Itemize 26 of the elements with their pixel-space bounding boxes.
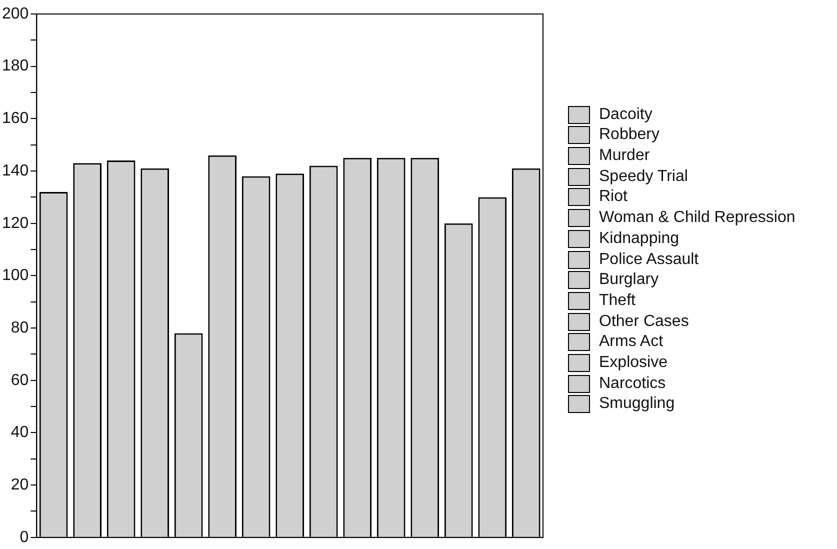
legend-label: Other Cases [599, 312, 689, 331]
legend-label: Speedy Trial [599, 168, 688, 186]
y-tick-label: 140 [2, 162, 29, 180]
legend-label: Narcotics [599, 374, 666, 393]
legend-label: Riot [599, 188, 628, 206]
legend-label: Smuggling [599, 395, 675, 414]
y-tick-label: 60 [10, 372, 29, 389]
legend-label: Explosive [599, 354, 668, 372]
y-tick-label: 20 [10, 476, 29, 494]
legend-label: Murder [599, 147, 650, 166]
legend-label: Woman & Child Repression [599, 209, 796, 228]
legend-label: Burglary [599, 271, 659, 290]
y-tick-label: 120 [2, 214, 29, 232]
legend-label: Police Assault [599, 250, 699, 268]
legend-label: Robbery [599, 126, 660, 144]
y-tick-label: 80 [10, 319, 29, 336]
legend-label: Theft [599, 292, 636, 310]
y-tick-label: 160 [2, 110, 29, 128]
legend-label: Dacoity [599, 106, 652, 124]
y-tick-label: 100 [2, 267, 29, 284]
y-tick-label: 0 [20, 528, 29, 546]
y-tick-label: 40 [10, 424, 29, 442]
y-tick-label: 200 [2, 5, 29, 22]
y-tick-label: 180 [2, 58, 29, 75]
legend-label: Kidnapping [599, 230, 680, 248]
legend-label: Arms Act [599, 333, 664, 352]
